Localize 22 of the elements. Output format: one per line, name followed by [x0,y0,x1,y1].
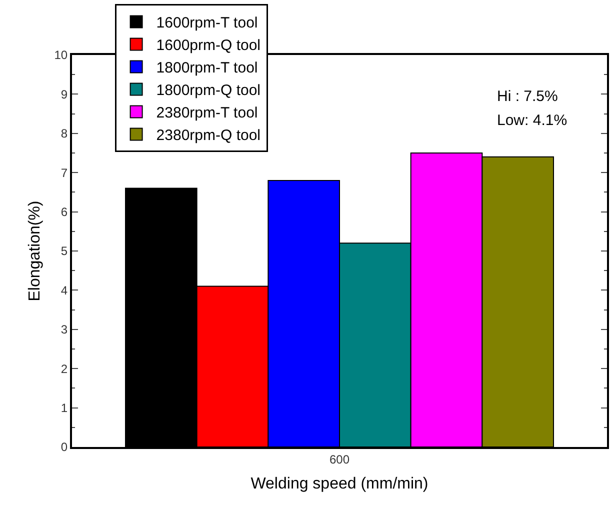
y-tick-label: 8 [60,126,68,141]
legend-label: 1800rpm-Q tool [156,82,261,100]
y-tick-label: 5 [60,244,68,258]
y-axis-title: Elongation(%) [26,200,44,302]
legend-label: 2380rpm-T tool [156,104,258,122]
annotation: Hi : 7.5% [497,88,558,105]
y-tick-label: 9 [60,87,68,102]
y-tick-label: 2 [60,362,68,376]
y-tick-label: 3 [60,322,68,337]
y-tick-label: 4 [60,283,68,298]
y-tick-label: 0 [60,440,68,454]
x-axis-title: Welding speed (mm/min) [250,476,428,493]
annotation: Low: 4.1% [497,112,568,129]
y-tick-label: 6 [60,205,68,219]
x-tick-label: 600 [329,452,350,466]
legend-label: 1800rpm-T tool [156,60,258,77]
legend-label: 1600rpm-T tool [156,14,258,32]
legend-label: 2380rpm-Q tool [156,127,261,144]
legend-label: 1600prm-Q tool [156,37,261,54]
y-tick-label: 7 [60,166,68,180]
y-tick-label: 10 [54,48,68,62]
y-tick-label: 1 [60,401,68,415]
